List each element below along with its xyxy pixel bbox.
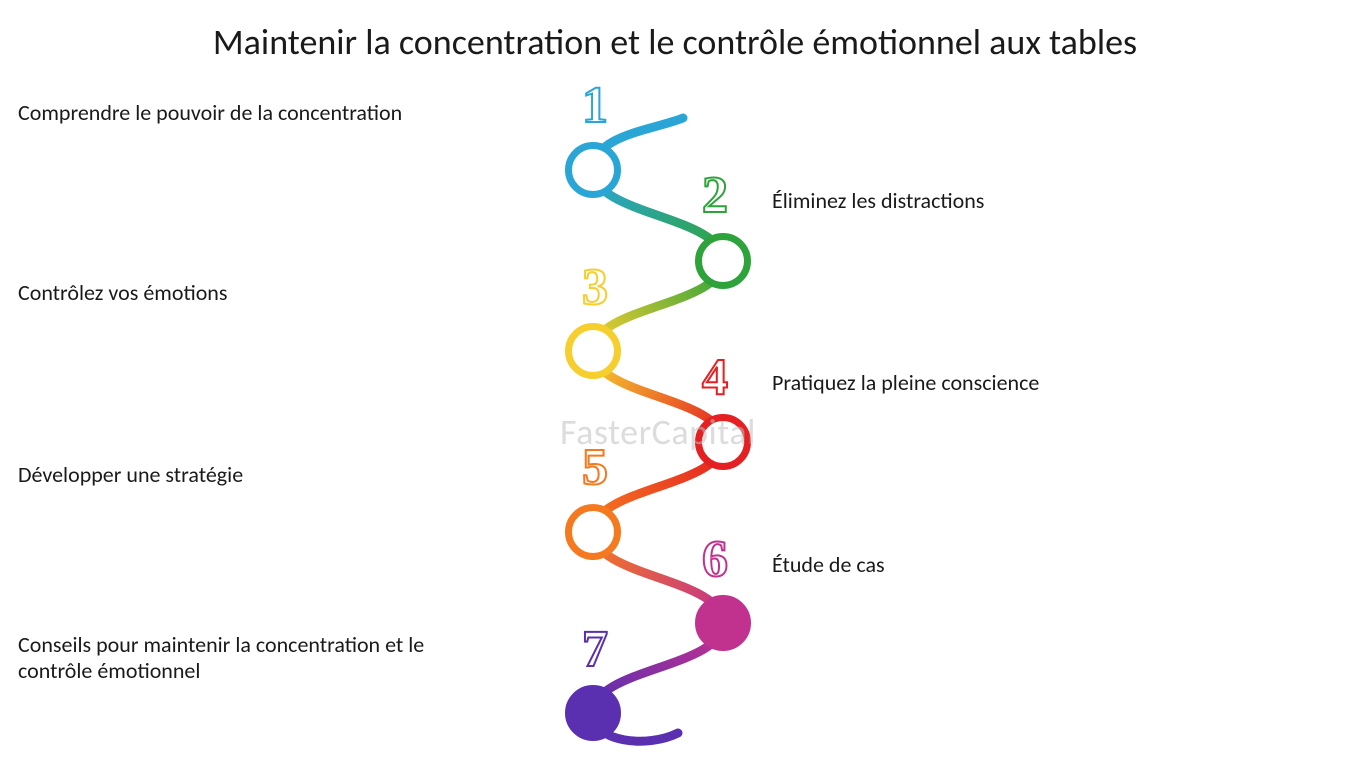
step-label-3: Contrôlez vos émotions (18, 280, 518, 306)
step-number-5: 5 (582, 442, 608, 494)
step-number-7: 7 (582, 624, 608, 676)
step-circle-6 (695, 595, 751, 651)
step-circle-3 (565, 323, 621, 379)
infographic-stage: Maintenir la concentration et le contrôl… (0, 0, 1350, 759)
step-circle-7 (565, 685, 621, 741)
step-label-6: Étude de cas (772, 552, 1272, 578)
step-number-2: 2 (702, 170, 728, 222)
step-circle-4 (695, 414, 751, 470)
page-title: Maintenir la concentration et le contrôl… (0, 20, 1350, 64)
step-circle-1 (565, 142, 621, 198)
step-label-5: Développer une stratégie (18, 462, 518, 488)
step-label-4: Pratiquez la pleine conscience (772, 370, 1272, 396)
step-circle-2 (695, 233, 751, 289)
step-label-2: Éliminez les distractions (772, 188, 1272, 214)
step-number-6: 6 (702, 534, 728, 586)
step-number-3: 3 (582, 262, 608, 314)
step-label-7: Conseils pour maintenir la concentration… (18, 632, 488, 685)
step-circle-5 (565, 504, 621, 560)
step-number-1: 1 (582, 80, 608, 132)
step-label-1: Comprendre le pouvoir de la concentratio… (18, 100, 518, 126)
step-number-4: 4 (702, 352, 728, 404)
